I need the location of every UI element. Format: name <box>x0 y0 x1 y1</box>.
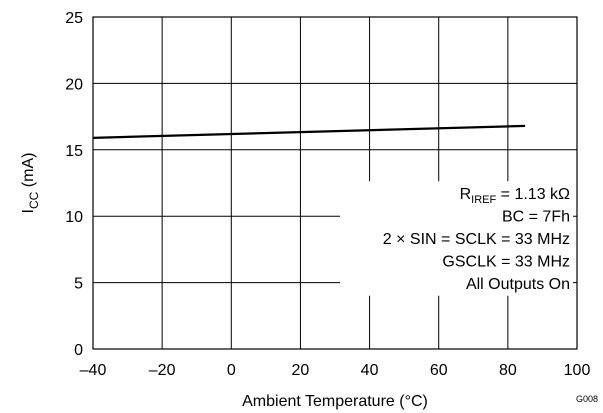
annotation-line: BC = 7Fh <box>502 209 570 226</box>
annotation-line: GSCLK = 33 MHz <box>442 254 570 271</box>
x-tick-label: –40 <box>80 362 107 379</box>
y-axis-title-unit: (mA) <box>20 153 37 192</box>
y-tick-label: 25 <box>65 10 83 27</box>
y-tick-label: 0 <box>74 342 83 359</box>
x-tick-label: –20 <box>149 362 176 379</box>
y-axis-title: ICC (mA) <box>20 153 41 214</box>
annotation-line: All Outputs On <box>466 276 570 293</box>
x-tick-label: 40 <box>361 362 379 379</box>
figure-id: G008 <box>576 394 598 404</box>
annotation-line: RIREF = 1.13 kΩ <box>460 186 570 206</box>
y-tick-label: 5 <box>74 276 83 293</box>
x-tick-label: 100 <box>564 362 591 379</box>
annotation-box: RIREF = 1.13 kΩ BC = 7Fh 2 × SIN = SCLK = … <box>383 186 570 293</box>
plot-frame <box>92 16 578 350</box>
x-tick-label: 20 <box>292 362 310 379</box>
x-axis-ticks: –40 –20 0 20 40 60 80 100 <box>80 362 591 379</box>
y-axis-title-subscript: CC <box>27 191 41 209</box>
y-tick-label: 10 <box>65 209 83 226</box>
series-line <box>92 124 526 139</box>
y-tick-label: 20 <box>65 76 83 93</box>
x-tick-label: 80 <box>499 362 517 379</box>
annotation-line: 2 × SIN = SCLK = 33 MHz <box>383 231 570 248</box>
y-tick-label: 15 <box>65 143 83 160</box>
series-layer <box>92 124 526 139</box>
x-tick-label: 60 <box>430 362 448 379</box>
annotation-backdrop <box>340 181 573 296</box>
annotation-background <box>340 181 573 296</box>
y-axis-ticks: 0 5 10 15 20 25 <box>65 10 83 359</box>
y-axis-title-main: I <box>20 209 37 213</box>
x-axis-title: Ambient Temperature (°C) <box>242 393 428 410</box>
x-tick-label: 0 <box>227 362 236 379</box>
